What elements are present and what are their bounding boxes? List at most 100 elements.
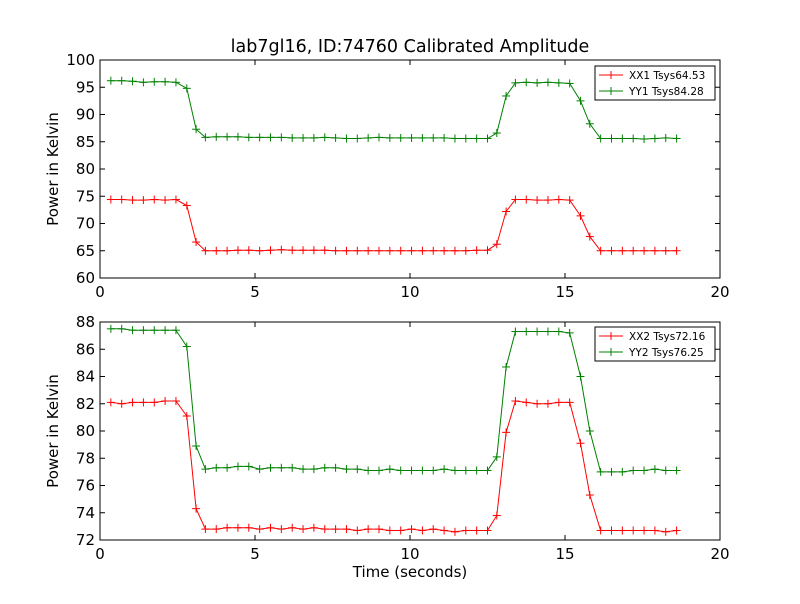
data-point-marker bbox=[576, 96, 585, 105]
data-point-marker bbox=[483, 134, 492, 143]
data-point-marker bbox=[661, 246, 670, 255]
y-tick-label: 60 bbox=[76, 269, 95, 287]
data-point-marker bbox=[212, 246, 221, 255]
data-point-marker bbox=[543, 78, 552, 87]
data-point-marker bbox=[543, 196, 552, 205]
data-point-marker bbox=[106, 398, 115, 407]
legend-label: XX2 Tsys72.16 bbox=[629, 331, 706, 343]
y-tick-label: 72 bbox=[76, 531, 95, 549]
data-point-marker bbox=[450, 466, 459, 475]
data-point-marker bbox=[543, 327, 552, 336]
data-point-marker bbox=[353, 465, 362, 474]
data-point-marker bbox=[299, 246, 308, 255]
data-point-marker bbox=[192, 125, 201, 134]
y-tick-label: 95 bbox=[76, 78, 95, 96]
data-point-marker bbox=[661, 133, 670, 142]
data-point-marker bbox=[233, 132, 242, 141]
data-point-marker bbox=[672, 466, 681, 475]
data-point-marker bbox=[117, 324, 126, 333]
data-point-marker bbox=[502, 362, 511, 371]
data-point-marker bbox=[640, 135, 649, 144]
data-point-marker bbox=[309, 246, 318, 255]
x-tick-label: 5 bbox=[250, 283, 260, 301]
data-point-marker bbox=[244, 246, 253, 255]
data-point-marker bbox=[650, 465, 659, 474]
data-point-marker bbox=[117, 399, 126, 408]
data-point-marker bbox=[450, 527, 459, 536]
data-point-marker bbox=[483, 466, 492, 475]
data-point-marker bbox=[331, 246, 340, 255]
data-point-marker bbox=[661, 527, 670, 536]
data-point-marker bbox=[618, 134, 627, 143]
legend-box bbox=[594, 326, 716, 362]
top-panel: 0 5 10 15 20 60 65 70 75 80 85 90 95 100 Power in Kelv… bbox=[44, 51, 730, 301]
data-point-marker bbox=[288, 523, 297, 532]
data-point-marker bbox=[320, 525, 329, 534]
data-point-marker bbox=[396, 466, 405, 475]
data-point-marker bbox=[353, 246, 362, 255]
data-point-marker bbox=[672, 526, 681, 535]
data-point-marker bbox=[629, 526, 638, 535]
data-point-marker bbox=[418, 133, 427, 142]
data-point-marker bbox=[233, 246, 242, 255]
legend-label: XX1 Tsys64.53 bbox=[629, 70, 705, 82]
x-axis-label: Time (seconds) bbox=[352, 563, 468, 581]
data-point-marker bbox=[244, 462, 253, 471]
x-tick-label: 0 bbox=[95, 283, 105, 301]
data-point-marker bbox=[492, 511, 501, 520]
data-point-marker bbox=[585, 232, 594, 241]
data-point-marker bbox=[429, 466, 438, 475]
data-point-marker bbox=[182, 412, 191, 421]
legend: XX2 Tsys72.16 YY2 Tsys76.25 bbox=[594, 326, 716, 362]
data-point-marker bbox=[128, 398, 137, 407]
data-point-marker bbox=[117, 76, 126, 85]
data-point-marker bbox=[255, 525, 264, 534]
data-point-marker bbox=[440, 526, 449, 535]
data-point-marker bbox=[418, 526, 427, 535]
data-point-marker bbox=[483, 526, 492, 535]
data-point-marker bbox=[596, 134, 605, 143]
data-point-marker bbox=[299, 465, 308, 474]
series-line bbox=[110, 400, 677, 533]
data-point-marker bbox=[522, 195, 531, 204]
data-point-marker bbox=[511, 397, 520, 406]
y-tick-label: 80 bbox=[76, 422, 95, 440]
data-point-marker bbox=[299, 525, 308, 534]
data-point-marker bbox=[585, 427, 594, 435]
data-point-marker bbox=[629, 246, 638, 255]
data-point-marker bbox=[576, 372, 585, 381]
data-point-marker bbox=[492, 240, 501, 249]
data-point-marker bbox=[522, 78, 531, 87]
data-point-marker bbox=[440, 133, 449, 142]
y-tick-label: 65 bbox=[76, 242, 95, 260]
data-point-marker bbox=[255, 133, 264, 142]
data-point-marker bbox=[629, 466, 638, 475]
series-line bbox=[110, 328, 677, 473]
data-point-marker bbox=[618, 467, 627, 476]
data-point-marker bbox=[161, 77, 170, 86]
legend-label: YY2 Tsys76.25 bbox=[628, 347, 704, 359]
data-point-marker bbox=[266, 246, 275, 255]
data-point-marker bbox=[472, 134, 481, 143]
data-point-marker bbox=[192, 238, 201, 247]
data-point-marker bbox=[342, 525, 351, 534]
data-point-marker bbox=[429, 246, 438, 255]
data-point-marker bbox=[533, 327, 542, 336]
data-point-marker bbox=[320, 246, 329, 255]
data-point-marker bbox=[244, 523, 253, 532]
x-tick-label: 15 bbox=[555, 545, 574, 563]
data-point-marker bbox=[288, 246, 297, 255]
x-tick-label: 15 bbox=[555, 283, 574, 301]
data-point-marker bbox=[554, 78, 563, 87]
data-point-marker bbox=[150, 326, 159, 335]
data-point-marker bbox=[618, 246, 627, 255]
data-point-marker bbox=[106, 195, 115, 204]
data-point-marker bbox=[385, 526, 394, 535]
data-point-marker bbox=[320, 463, 329, 472]
data-point-marker bbox=[139, 398, 148, 407]
data-point-marker bbox=[661, 466, 670, 475]
data-point-marker bbox=[565, 196, 574, 205]
data-point-marker bbox=[511, 327, 520, 336]
data-point-marker bbox=[461, 134, 470, 143]
